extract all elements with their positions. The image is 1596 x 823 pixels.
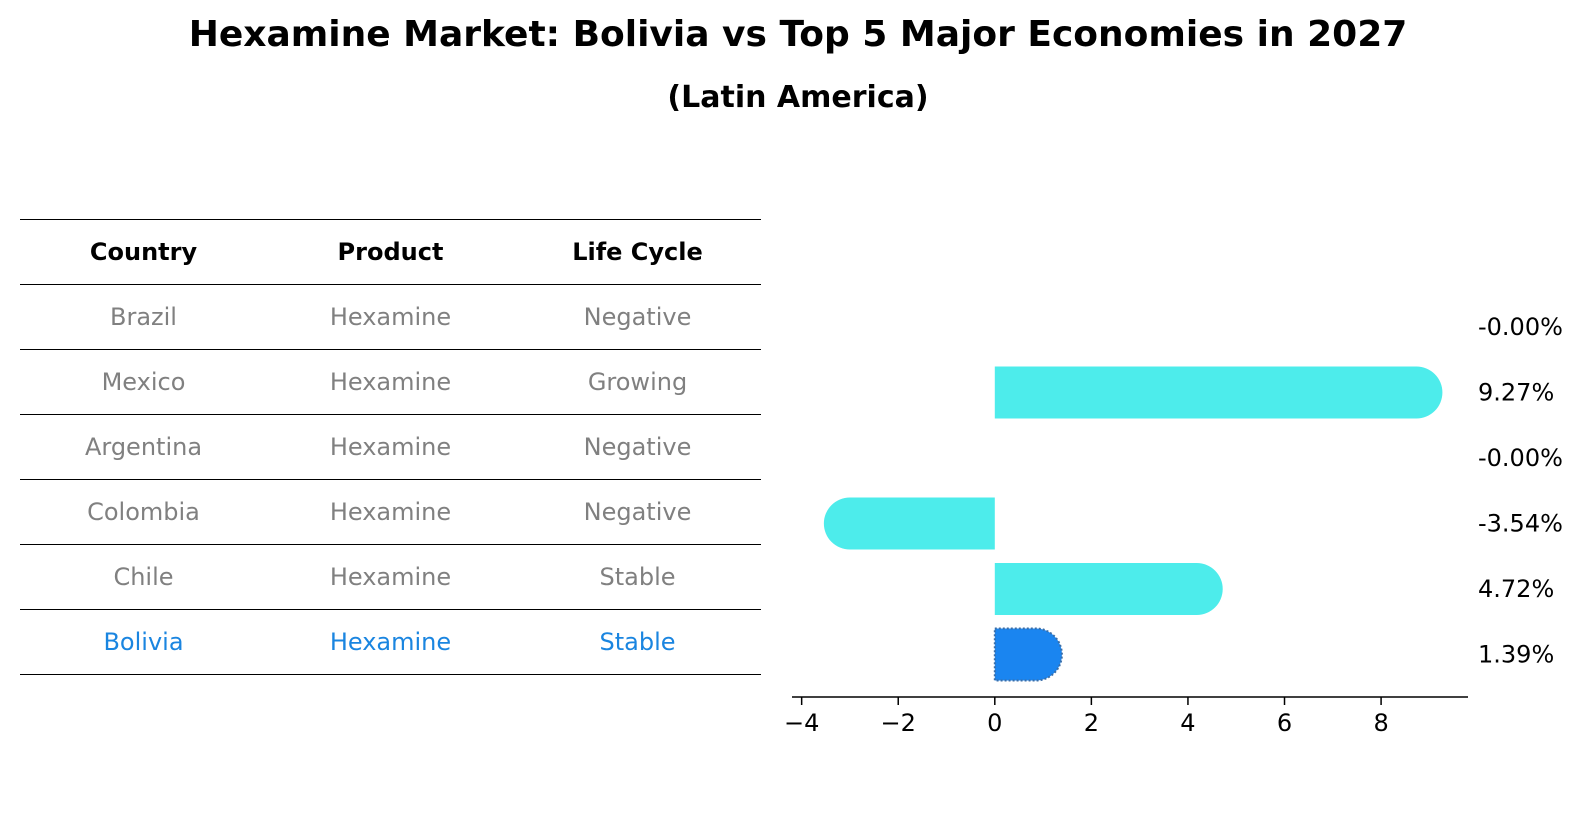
header-life-cycle: Life Cycle [514, 219, 761, 285]
cell-country: Brazil [20, 284, 267, 350]
cell-life-cycle: Negative [514, 479, 761, 545]
x-tick-label: 4 [1180, 709, 1195, 737]
header-product: Product [267, 219, 514, 285]
table-row: Argentina Hexamine Negative [20, 414, 761, 480]
cell-product: Hexamine [267, 284, 514, 350]
table-header-row: Country Product Life Cycle [20, 219, 761, 285]
cell-product: Hexamine [267, 609, 514, 675]
bar-value-label: 4.72% [1478, 575, 1554, 603]
bar [994, 563, 1223, 615]
cell-life-cycle: Stable [514, 544, 761, 610]
cell-life-cycle: Negative [514, 284, 761, 350]
table-row-highlight: Bolivia Hexamine Stable [20, 609, 761, 675]
table-row: Brazil Hexamine Negative [20, 284, 761, 350]
bar [823, 497, 995, 550]
header-country: Country [20, 219, 267, 285]
x-tick-label: 6 [1277, 709, 1292, 737]
x-tick-label: 8 [1373, 709, 1388, 737]
bar-value-label: -0.00% [1478, 444, 1563, 472]
cell-country: Bolivia [20, 609, 267, 675]
table-row: Mexico Hexamine Growing [20, 349, 761, 415]
x-tick-label: 0 [987, 709, 1002, 737]
cell-life-cycle: Negative [514, 414, 761, 480]
x-tick-label: 2 [1084, 709, 1099, 737]
table-row: Colombia Hexamine Negative [20, 479, 761, 545]
cell-product: Hexamine [267, 349, 514, 415]
bar-value-label: 9.27% [1478, 379, 1554, 407]
cell-country: Mexico [20, 349, 267, 415]
x-tick-label: −2 [881, 709, 916, 737]
data-table: Country Product Life Cycle Brazil Hexami… [20, 219, 761, 675]
bar-value-label: -3.54% [1478, 510, 1563, 538]
bar-value-label: 1.39% [1478, 641, 1554, 669]
chart-title: Hexamine Market: Bolivia vs Top 5 Major … [188, 14, 1408, 55]
x-tick-label: −4 [784, 709, 819, 737]
cell-country: Colombia [20, 479, 267, 545]
bar [994, 628, 1062, 681]
bar [994, 366, 1443, 419]
table-row: Chile Hexamine Stable [20, 544, 761, 610]
cell-product: Hexamine [267, 414, 514, 480]
cell-product: Hexamine [267, 544, 514, 610]
bar-value-label: -0.00% [1478, 313, 1563, 341]
bar-outline [993, 627, 1063, 682]
cell-country: Argentina [20, 414, 267, 480]
chart-subtitle: (Latin America) [667, 80, 929, 115]
cell-life-cycle: Stable [514, 609, 761, 675]
cell-product: Hexamine [267, 479, 514, 545]
cell-country: Chile [20, 544, 267, 610]
